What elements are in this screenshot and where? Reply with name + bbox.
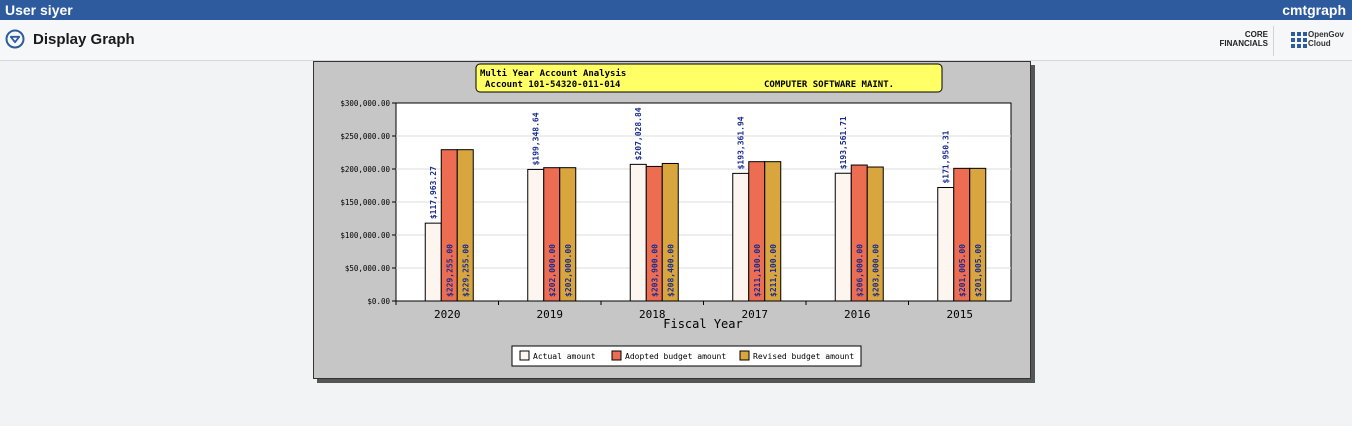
data-label-revised-2017: $211,100.00 <box>769 244 778 297</box>
y-tick-label: $50,000.00 <box>345 264 391 273</box>
x-tick-label-2018: 2018 <box>639 308 666 321</box>
user-name: User siyer <box>5 2 73 18</box>
legend-swatch-revised <box>739 350 750 361</box>
app-grid-icon[interactable] <box>1291 32 1308 49</box>
y-tick-label: $0.00 <box>367 297 390 306</box>
data-label-adopted-2015: $201,005.00 <box>958 244 967 297</box>
bar-actual-2017 <box>732 172 750 302</box>
bar-chart: Multi Year Account Analysis Account 101-… <box>340 63 1012 367</box>
legend-swatch-adopted <box>611 350 622 361</box>
chart-title-line2: Account 101-54320-011-014 <box>485 80 621 90</box>
chart-title-desc: COMPUTER SOFTWARE MAINT. <box>764 80 894 90</box>
og-line2: Cloud <box>1307 39 1331 48</box>
x-tick-label-2020: 2020 <box>434 308 461 321</box>
title-bar: Display Graph CORE FINANCIALS OpenGov Cl… <box>0 20 1352 61</box>
bar-revised-2019 <box>559 167 577 302</box>
y-tick-label: $200,000.00 <box>340 165 390 174</box>
data-label-adopted-2016: $206,000.00 <box>855 244 864 297</box>
legend-box <box>511 345 862 367</box>
chart-title-box <box>475 63 943 93</box>
core-line2: FINANCIALS <box>1219 39 1268 48</box>
og-line1: OpenGov <box>1307 30 1344 39</box>
data-label-adopted-2017: $211,100.00 <box>753 244 762 297</box>
data-label-actual-2017: $193,361.94 <box>737 116 746 169</box>
y-tick-label: $150,000.00 <box>340 198 390 207</box>
bar-revised-2015 <box>969 167 987 302</box>
data-label-actual-2015: $171,950.31 <box>942 130 951 183</box>
data-label-adopted-2019: $202,000.00 <box>548 244 557 297</box>
y-tick-label: $100,000.00 <box>340 231 390 240</box>
top-bar: User siyer cmtgraph <box>0 0 1352 20</box>
data-label-revised-2020: $229,255.00 <box>461 244 470 297</box>
bar-revised-2020 <box>456 149 474 302</box>
data-label-actual-2019: $199,348.64 <box>532 112 541 165</box>
header-divider <box>1273 26 1274 56</box>
data-label-revised-2016: $203,000.00 <box>871 244 880 297</box>
data-label-revised-2019: $202,000.00 <box>564 244 573 297</box>
core-financials-label[interactable]: CORE FINANCIALS <box>1220 30 1268 48</box>
legend-label-actual: Actual amount <box>533 352 596 361</box>
bar-revised-2016 <box>866 166 884 302</box>
bar-actual-2015 <box>937 187 955 302</box>
program-name: cmtgraph <box>1282 2 1346 18</box>
bar-revised-2017 <box>764 161 782 302</box>
x-tick-label-2019: 2019 <box>537 308 564 321</box>
bar-actual-2016 <box>834 172 852 302</box>
data-label-adopted-2018: $203,900.00 <box>650 244 659 297</box>
bar-actual-2020 <box>424 222 442 302</box>
legend-label-revised: Revised budget amount <box>753 352 854 361</box>
x-tick-label-2016: 2016 <box>844 308 871 321</box>
data-label-revised-2015: $201,005.00 <box>974 244 983 297</box>
back-circle-icon[interactable] <box>5 29 25 49</box>
y-tick-label: $250,000.00 <box>340 132 390 141</box>
data-label-revised-2018: $208,400.00 <box>666 244 675 297</box>
data-label-actual-2020: $117,963.27 <box>429 166 438 219</box>
x-axis-label: Fiscal Year <box>663 317 742 331</box>
x-tick-label-2015: 2015 <box>947 308 974 321</box>
data-label-actual-2016: $193,561.71 <box>839 116 848 169</box>
legend: Actual amount Adopted budget amount Revi… <box>511 345 862 367</box>
bar-revised-2018 <box>661 162 679 302</box>
bar-actual-2018 <box>629 163 647 302</box>
data-label-actual-2018: $207,028.84 <box>634 107 643 160</box>
legend-label-adopted: Adopted budget amount <box>625 352 726 361</box>
chart-title-line1: Multi Year Account Analysis <box>480 68 626 79</box>
y-tick-label: $300,000.00 <box>340 99 390 108</box>
core-line1: CORE <box>1244 30 1268 39</box>
opengov-cloud-label[interactable]: OpenGov Cloud <box>1308 30 1344 48</box>
chart-panel: Multi Year Account Analysis Account 101-… <box>313 61 1031 379</box>
data-label-adopted-2020: $229,255.00 <box>445 244 454 297</box>
x-tick-label-2017: 2017 <box>742 308 769 321</box>
bar-actual-2019 <box>527 168 545 302</box>
legend-swatch-actual <box>519 350 530 361</box>
page-title: Display Graph <box>33 31 135 48</box>
